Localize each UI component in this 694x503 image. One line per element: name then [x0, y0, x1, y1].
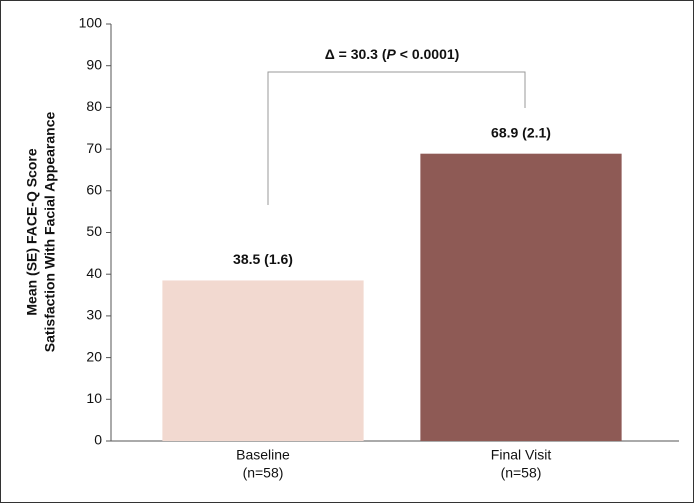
value-label: 68.9 (2.1) — [491, 124, 551, 140]
y-axis-title: Mean (SE) FACE-Q Score Satisfaction With… — [24, 112, 58, 353]
y-tick-label: 60 — [86, 182, 102, 198]
y-tick-label: 10 — [86, 390, 102, 406]
annotation: Δ = 30.3 (P < 0.0001) — [325, 46, 460, 62]
comparison-bracket — [267, 71, 526, 205]
x-tick-sublabel: (n=58) — [243, 465, 284, 481]
annotation-part: Δ = 30.3 ( — [325, 46, 387, 62]
annotation-part: < 0.0001) — [396, 46, 459, 62]
y-tick-label: 40 — [86, 265, 102, 281]
y-tick-label: 80 — [86, 98, 102, 114]
x-tick-sublabel: (n=58) — [501, 465, 542, 481]
value-label: 38.5 (1.6) — [233, 251, 293, 267]
y-tick-label: 20 — [86, 348, 102, 364]
x-tick-label: Final Visit — [491, 447, 552, 463]
annotation-part: P — [387, 46, 397, 62]
y-tick-label: 70 — [86, 140, 102, 156]
y-tick-label: 100 — [79, 15, 103, 31]
y-tick-label: 30 — [86, 307, 102, 323]
y-tick-label: 50 — [86, 223, 102, 239]
x-tick-label: Baseline — [236, 447, 290, 463]
bar — [162, 280, 364, 441]
bar — [420, 153, 622, 441]
y-tick-label: 90 — [86, 56, 102, 72]
y-tick-label: 0 — [94, 432, 102, 448]
y-axis-title-line: Satisfaction With Facial Appearance — [42, 112, 58, 353]
y-axis-title-line: Mean (SE) FACE-Q Score — [24, 148, 40, 315]
